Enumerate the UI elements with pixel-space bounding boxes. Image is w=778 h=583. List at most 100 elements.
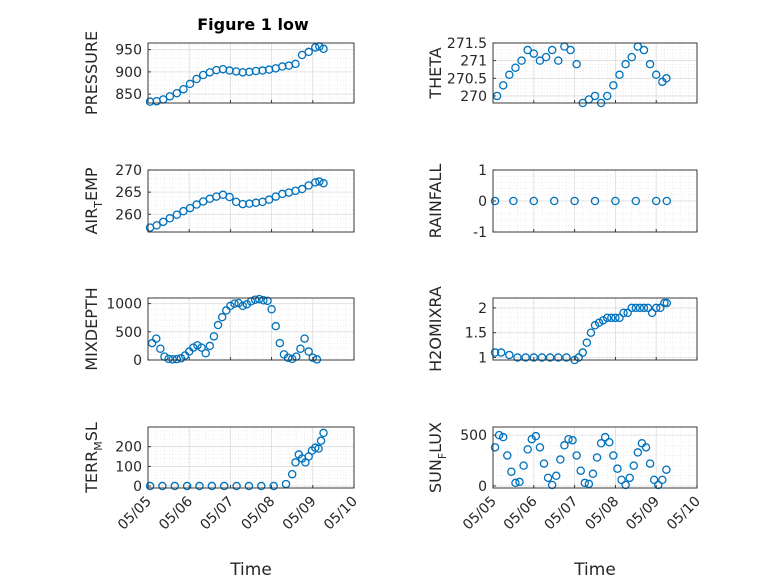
axes-box (147, 426, 355, 489)
x-tick-label: 05/07 (542, 494, 582, 534)
data-point (647, 308, 657, 318)
data-point (584, 479, 594, 489)
plot-area (493, 43, 697, 103)
x-tick-label: 05/06 (501, 493, 541, 533)
data-point (535, 56, 545, 65)
y-axis-label: H2OMIXRA (426, 286, 445, 372)
data-point (570, 196, 579, 206)
data-point (523, 45, 532, 55)
y-axis-label: SUNFLUX (426, 422, 449, 493)
data-point (179, 206, 188, 216)
data-point (645, 459, 655, 468)
data-point (556, 455, 565, 464)
data-point (291, 59, 300, 69)
y-tick-label: 1 (478, 351, 487, 367)
data-point (529, 49, 539, 58)
data-point (658, 475, 667, 485)
data-point (574, 353, 583, 362)
data-point (490, 443, 500, 452)
data-point (507, 467, 516, 476)
data-point (316, 436, 326, 446)
data-point (496, 348, 506, 357)
data-point (621, 480, 630, 490)
data-point (250, 295, 260, 304)
data-point (259, 296, 268, 305)
data-point (662, 196, 672, 206)
data-point (498, 81, 508, 90)
data-point (615, 313, 624, 323)
data-point (267, 305, 276, 314)
data-point (287, 469, 297, 479)
data-point (611, 313, 620, 323)
data-point (505, 350, 514, 360)
data-point (549, 196, 559, 206)
figure-title: Figure 1 low (197, 15, 309, 34)
subplot-right-4: 0 500 05/05 05/06 05/07 05/08 05/09 05/10 SUNFLU… (426, 422, 704, 533)
data-point (633, 448, 643, 457)
data-point (271, 321, 280, 331)
data-point (291, 458, 300, 467)
y-tick-label: 270 (460, 89, 487, 105)
data-point (605, 437, 614, 447)
data-point (503, 451, 512, 460)
data-point (172, 210, 182, 219)
data-point (511, 63, 520, 72)
data-point (185, 203, 195, 213)
data-point (590, 91, 600, 101)
data-point (572, 451, 581, 460)
x-tick-label: 05/07 (197, 494, 237, 534)
data-point (209, 332, 219, 341)
data-point (145, 481, 155, 491)
data-point (308, 353, 318, 362)
data-point (592, 453, 602, 462)
y-tick-label: 900 (115, 65, 142, 81)
y-tick-label: 1 (478, 163, 487, 179)
y-tick-label: 271 (460, 54, 487, 70)
data-point (511, 478, 520, 488)
y-tick-label: 1000 (106, 297, 142, 313)
data-point (635, 303, 645, 313)
y-tick-label: 271.5 (447, 36, 487, 52)
data-point (300, 334, 309, 343)
data-point (660, 298, 669, 308)
data-point (629, 461, 639, 470)
data-point (195, 481, 204, 491)
data-point (275, 338, 285, 348)
data-point (304, 347, 313, 356)
y-tick-label: 200 (115, 440, 142, 456)
data-point (551, 471, 561, 481)
subplot-left-2: 260 265 270 AIRTEMP (82, 163, 355, 235)
y-axis-label: RAINFALL (426, 164, 445, 239)
data-point (217, 312, 227, 322)
data-point (170, 481, 180, 491)
data-point (519, 461, 528, 470)
y-tick-label: 0 (478, 479, 487, 495)
data-point (582, 338, 592, 347)
data-point (197, 343, 206, 352)
data-point (156, 344, 165, 353)
data-point (645, 59, 655, 69)
data-point (639, 45, 649, 55)
y-tick-label: 950 (115, 43, 142, 59)
data-point (607, 313, 616, 323)
data-point (225, 192, 234, 202)
data-point (554, 353, 563, 362)
data-point (515, 477, 524, 487)
data-point (490, 196, 500, 206)
data-point (653, 480, 663, 490)
data-point (545, 353, 555, 362)
data-point (623, 308, 632, 318)
data-point (609, 451, 618, 460)
data-point (662, 298, 672, 308)
x-axis-label-left: Time (229, 560, 272, 580)
plot-area (493, 427, 697, 488)
data-point (617, 475, 626, 485)
data-point (312, 355, 322, 364)
data-point (643, 303, 653, 313)
data-point (529, 196, 539, 206)
y-axis-label: TERRMSL (82, 422, 105, 494)
data-point (523, 445, 532, 454)
data-point (207, 481, 217, 491)
